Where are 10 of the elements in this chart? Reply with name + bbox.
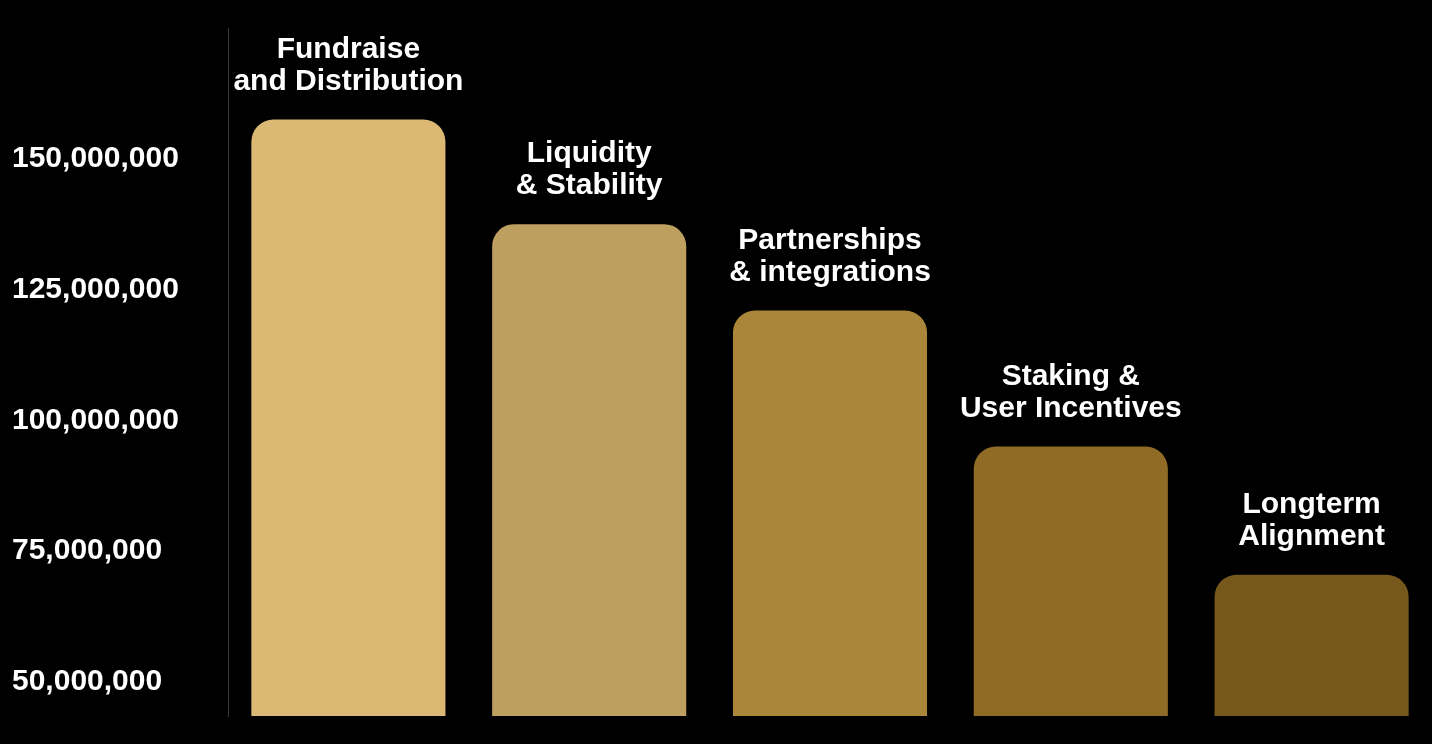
x-tick-label: Fundraise and Distribution <box>233 30 464 96</box>
y-tick-label: 50,000,000 <box>12 663 163 697</box>
y-tick-label: 75,000,000 <box>12 532 163 566</box>
y-tick-label: 125,000,000 <box>12 270 179 304</box>
x-tick-label: Partnerships & integrations <box>729 221 931 287</box>
x-tick-label: Liquidity & Stability <box>515 135 663 201</box>
y-tick-label: 150,000,000 <box>12 140 179 174</box>
x-tick-label: Staking & User Incentives <box>959 357 1182 423</box>
y-tick-label: 100,000,000 <box>12 401 179 435</box>
x-tick-label: Longterm Alignment <box>1238 485 1385 551</box>
